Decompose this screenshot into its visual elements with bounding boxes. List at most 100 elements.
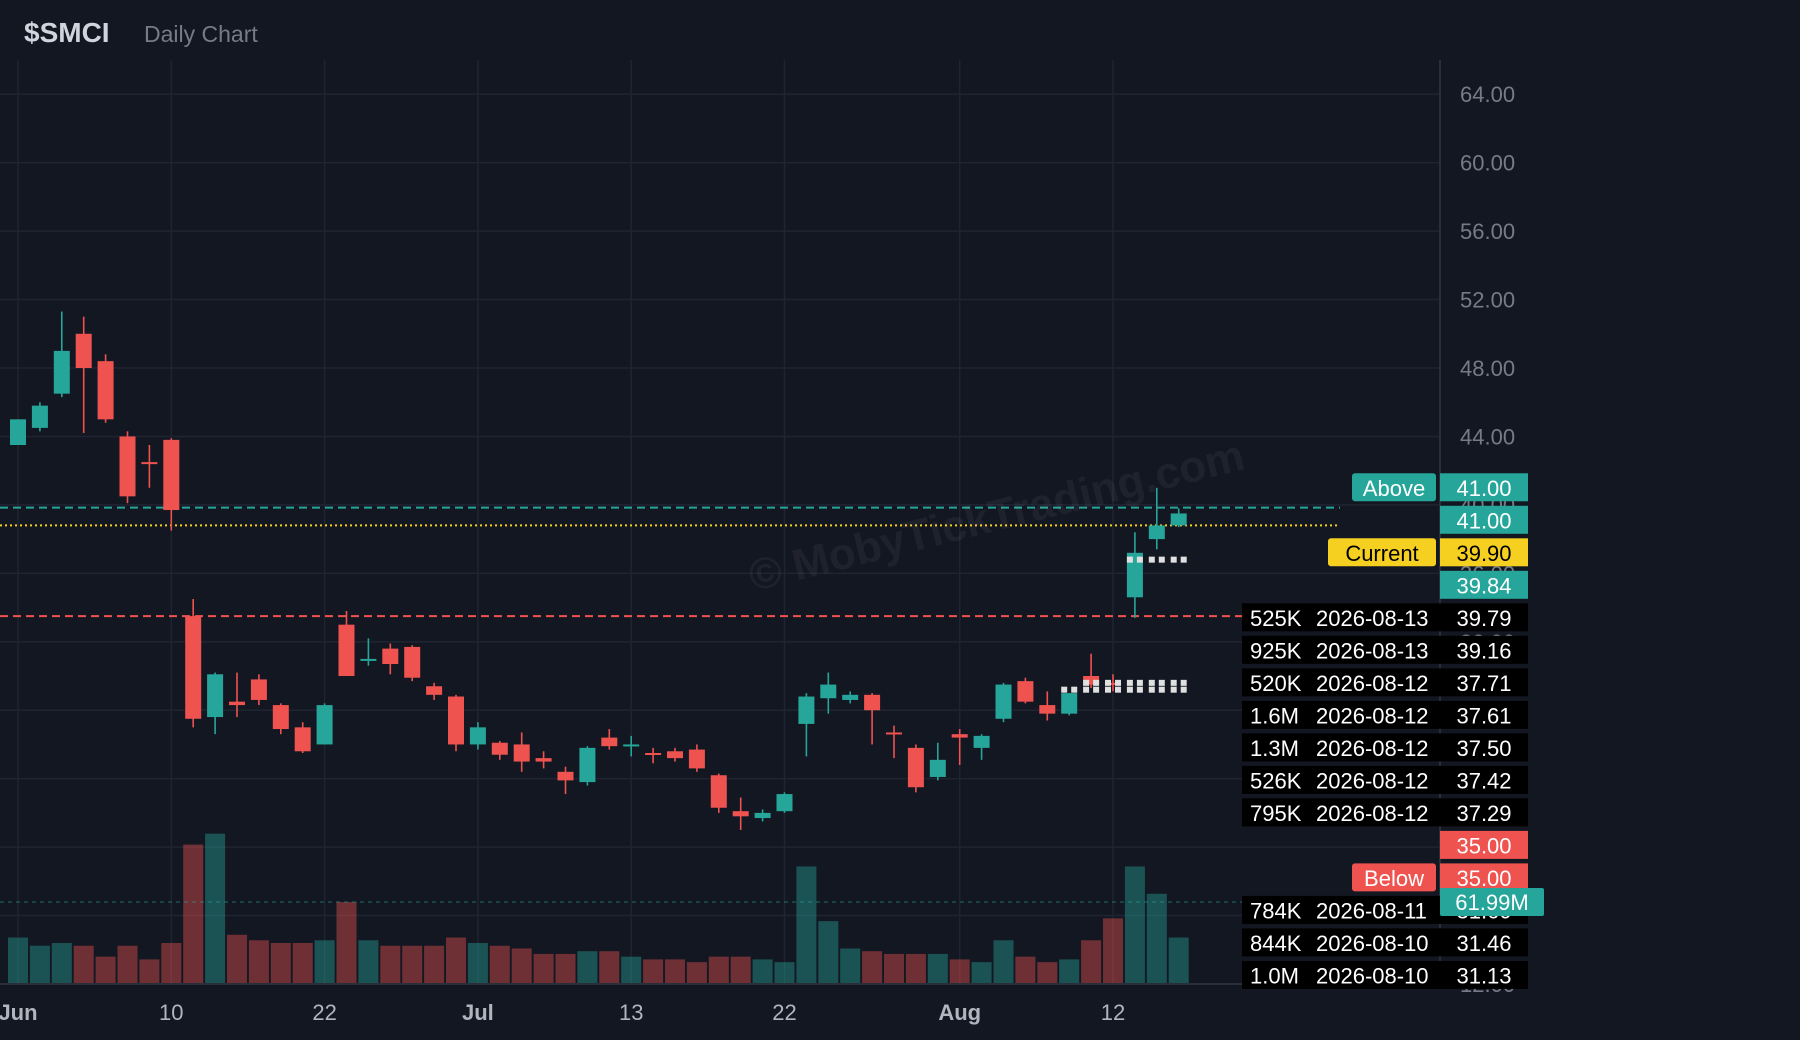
trade-marker xyxy=(1180,556,1187,563)
volume-bar xyxy=(730,956,751,984)
candle-body xyxy=(469,727,486,745)
price-tick-label: 60.00 xyxy=(1460,151,1515,176)
volume-bar xyxy=(314,940,335,984)
time-tick-label: 13 xyxy=(619,1000,643,1025)
price-label-value: 37.50 xyxy=(1456,736,1511,761)
time-tick-label: Jun xyxy=(0,1000,38,1025)
volume-bar xyxy=(117,945,138,984)
volume-bar xyxy=(774,962,795,984)
trade-marker xyxy=(1083,686,1090,693)
volume-bar xyxy=(161,943,182,984)
fill-date: 2026-08-12 xyxy=(1316,801,1429,826)
fill-volume: 784K xyxy=(1250,898,1302,923)
trade-marker xyxy=(1126,686,1133,693)
volume-bar xyxy=(183,844,204,984)
price-label-box xyxy=(1440,635,1528,664)
candle-body xyxy=(1105,682,1121,685)
volume-bar xyxy=(905,953,926,984)
volume-bar xyxy=(818,921,839,984)
candle-body xyxy=(951,734,968,738)
candle-body xyxy=(820,684,837,699)
volume-bars xyxy=(8,833,1189,984)
price-label-value: 41.00 xyxy=(1456,476,1511,501)
candle-body xyxy=(667,751,683,759)
volume-bar xyxy=(402,945,423,984)
volume-bar xyxy=(927,953,948,984)
price-label-value: 41.00 xyxy=(1456,508,1511,533)
fill-volume: 795K xyxy=(1250,801,1302,826)
volume-bar xyxy=(1124,866,1145,984)
time-axis[interactable]: Jun 10 22 Jul 13 22 Aug 12 xyxy=(0,1000,1125,1025)
level-lines xyxy=(0,506,1440,903)
price-label-value: 39.16 xyxy=(1456,638,1511,663)
volume-bar xyxy=(577,951,598,984)
price-label-value: 31.46 xyxy=(1456,931,1511,956)
price-label-value: 35.00 xyxy=(1456,866,1511,891)
trade-markers xyxy=(1061,556,1187,693)
volume-bar xyxy=(533,953,554,984)
volume-bar xyxy=(555,953,576,984)
fill-info-box xyxy=(1242,733,1440,762)
candle-body xyxy=(404,646,421,678)
fill-volume: 1.6M xyxy=(1250,703,1299,728)
candle-body xyxy=(360,658,377,661)
price-label-value: 37.61 xyxy=(1456,703,1511,728)
candle-body xyxy=(10,419,26,445)
price-label-box xyxy=(1440,700,1528,729)
candle-body xyxy=(535,758,552,762)
fill-info-box xyxy=(1242,700,1440,729)
candle-body xyxy=(842,694,859,700)
trade-marker xyxy=(1061,686,1068,693)
fill-date: 2026-08-12 xyxy=(1316,703,1429,728)
trade-marker xyxy=(1170,679,1177,686)
price-tick-label: 56.00 xyxy=(1460,219,1515,244)
fill-date: 2026-08-12 xyxy=(1316,768,1429,793)
candle-body xyxy=(1039,705,1056,714)
volume-bar xyxy=(686,962,707,984)
volume-bar xyxy=(1146,893,1167,984)
chart-subtitle: Daily Chart xyxy=(144,21,258,47)
fill-date: 2026-08-13 xyxy=(1316,638,1429,663)
price-label-box xyxy=(1440,668,1528,697)
volume-bar xyxy=(227,934,247,984)
volume-bar xyxy=(796,866,817,984)
candle-body xyxy=(382,648,399,665)
fill-volume: 1.3M xyxy=(1250,736,1299,761)
price-tick-label: 48.00 xyxy=(1460,356,1515,381)
price-label-value: 39.90 xyxy=(1456,541,1511,566)
time-tick-label: 12 xyxy=(1101,1000,1125,1025)
volume-bar xyxy=(621,956,642,984)
trade-marker xyxy=(1180,686,1187,693)
price-label-box xyxy=(1440,733,1528,762)
candlesticks xyxy=(10,311,1187,830)
candle-body xyxy=(995,684,1012,719)
candle-body xyxy=(886,732,902,735)
price-tag-text: Below xyxy=(1364,866,1424,891)
price-tick-label: 44.00 xyxy=(1460,424,1515,449)
candle-body xyxy=(929,759,946,777)
volume-bar xyxy=(884,953,904,984)
candle-body xyxy=(601,737,618,747)
fill-info-box xyxy=(1242,960,1440,989)
trade-marker xyxy=(1180,679,1187,686)
price-label-box xyxy=(1440,473,1528,502)
fill-date: 2026-08-10 xyxy=(1316,931,1429,956)
candle-body xyxy=(294,727,311,752)
trade-marker xyxy=(1093,679,1100,686)
price-label-value: 37.71 xyxy=(1456,671,1511,696)
candle-body xyxy=(491,742,508,755)
candle-body xyxy=(272,705,289,730)
candle-body xyxy=(1017,681,1034,702)
price-label-box xyxy=(1440,538,1528,567)
time-tick-label: 22 xyxy=(772,1000,796,1025)
fill-date: 2026-08-12 xyxy=(1316,736,1429,761)
price-label-value: 39.84 xyxy=(1456,573,1511,598)
volume-bar xyxy=(840,948,861,984)
candle-body xyxy=(776,794,793,812)
price-tag-text: Above xyxy=(1363,476,1425,501)
trade-marker xyxy=(1126,679,1133,686)
fill-volume: 925K xyxy=(1250,638,1302,663)
trade-marker xyxy=(1126,556,1133,563)
candle-body xyxy=(185,616,202,719)
